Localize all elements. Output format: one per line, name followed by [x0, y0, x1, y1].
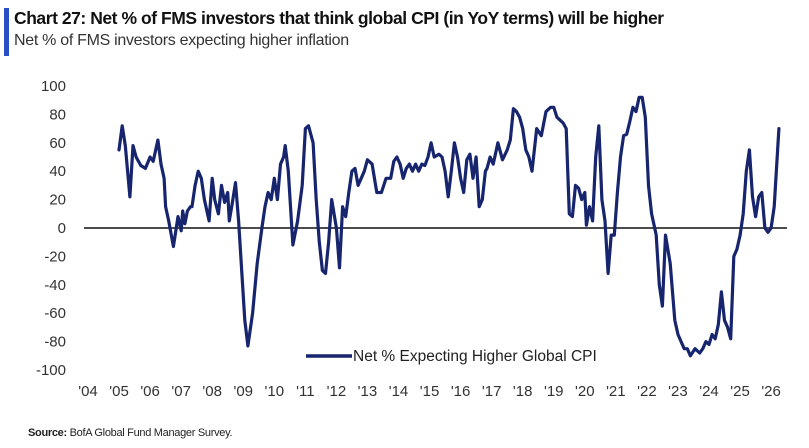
legend: Net % Expecting Higher Global CPI	[306, 348, 597, 365]
x-tick-label: '15	[420, 383, 440, 400]
x-tick-label: '22	[637, 383, 657, 400]
x-axis-ticks: '04 '05 '06 '07 '08 '09 '10 '11 '12 '13 '14 '15 '16 '…	[78, 383, 781, 400]
x-tick-label: '06	[140, 383, 160, 400]
y-tick-label: 40	[49, 163, 66, 180]
chart-title: Chart 27: Net % of FMS investors that th…	[14, 8, 664, 28]
x-tick-label: '10	[265, 383, 285, 400]
x-tick-label: '24	[699, 383, 719, 400]
y-tick-label: 80	[49, 106, 66, 123]
x-tick-label: '23	[668, 383, 688, 400]
legend-label: Net % Expecting Higher Global CPI	[353, 348, 597, 365]
source-label: Source:	[28, 427, 67, 439]
x-tick-label: '18	[513, 383, 533, 400]
y-tick-label: 0	[58, 220, 66, 237]
source-note: Source: BofA Global Fund Manager Survey.	[28, 427, 233, 439]
y-tick-label: -20	[44, 248, 66, 265]
source-text: BofA Global Fund Manager Survey.	[69, 427, 233, 439]
x-tick-label: '14	[389, 383, 409, 400]
y-axis-ticks: 100 80 60 40 20 0 -20 -40 -60 -80 -100	[36, 78, 66, 379]
series-group	[117, 95, 781, 358]
title-accent-bar	[4, 8, 9, 56]
x-tick-label: '17	[482, 383, 502, 400]
x-tick-label: '13	[358, 383, 378, 400]
chart-subtitle: Net % of FMS investors expecting higher …	[14, 32, 349, 49]
x-tick-label: '21	[606, 383, 626, 400]
x-tick-label: '05	[109, 383, 129, 400]
x-tick-label: '26	[761, 383, 781, 400]
x-tick-label: '25	[730, 383, 750, 400]
y-tick-label: -40	[44, 277, 66, 294]
y-tick-label: 60	[49, 135, 66, 152]
series-line	[117, 95, 781, 358]
x-tick-label: '08	[202, 383, 222, 400]
y-tick-label: -60	[44, 305, 66, 322]
y-tick-label: -80	[44, 334, 66, 351]
x-tick-label: '12	[327, 383, 347, 400]
x-tick-label: '04	[78, 383, 98, 400]
x-tick-label: '09	[233, 383, 253, 400]
x-tick-label: '19	[544, 383, 564, 400]
x-tick-label: '11	[296, 383, 314, 400]
y-tick-label: -100	[36, 362, 66, 379]
x-tick-label: '16	[451, 383, 471, 400]
x-tick-label: '20	[575, 383, 595, 400]
y-tick-label: 20	[49, 192, 66, 209]
x-tick-label: '07	[171, 383, 191, 400]
y-tick-label: 100	[41, 78, 66, 95]
